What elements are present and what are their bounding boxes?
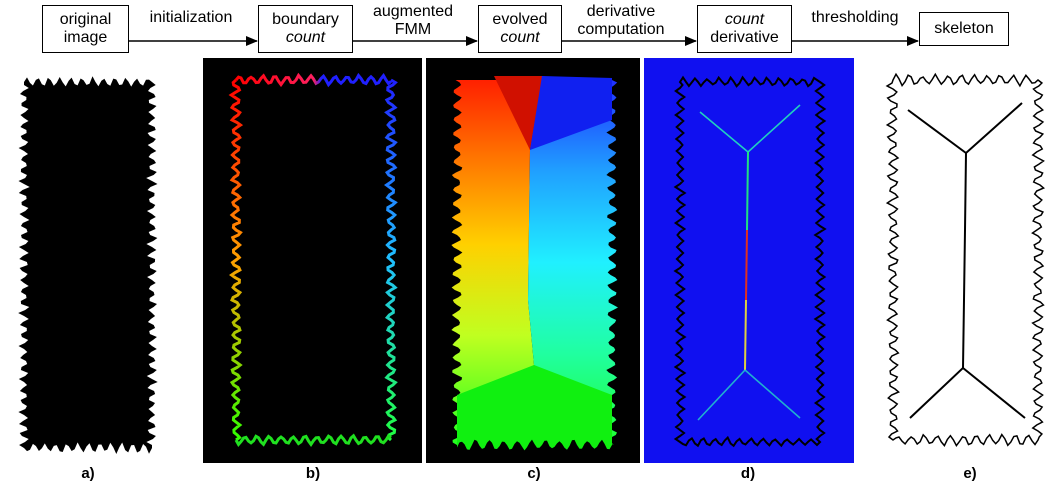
edge-label-thresholding: thresholding (811, 9, 899, 26)
panel-e-skeleton (885, 72, 1046, 447)
stage-label-line1: boundary (272, 11, 339, 28)
panel-a-original-shape (18, 76, 158, 454)
panel-label-e: e) (963, 465, 977, 482)
stage-skeleton: skeleton (919, 12, 1009, 46)
stage-boundary-count: boundary count (258, 5, 353, 53)
stage-evolved-count: evolved count (478, 5, 562, 53)
derivative-skeleton-spine-top (746, 151, 749, 231)
stage-original-image: original image (42, 5, 129, 53)
stage-label-line1: evolved (492, 11, 548, 28)
stage-label-line2: count (500, 29, 540, 46)
panel-d-count-derivative (673, 75, 827, 448)
stage-label-line2: derivative (710, 29, 779, 46)
stage-label-line1: original (59, 11, 112, 28)
stage-label-line2: count (285, 29, 326, 46)
edge-label-initialization: initialization (149, 9, 233, 26)
stage-label-line1: skeleton (934, 20, 994, 37)
panel-label-d: d) (740, 465, 756, 482)
panel-b-boundary-count (228, 72, 398, 448)
stage-label-line1: count (724, 11, 765, 28)
panel-label-c: c) (527, 465, 541, 482)
derivative-skeleton-spine-mid (745, 229, 748, 301)
panel-label-a: a) (81, 465, 95, 482)
edge-label-augmented-fmm: augmented FMM (372, 3, 454, 38)
skeleton-branches (907, 102, 1026, 419)
derivative-skeleton-upper-right (747, 104, 801, 153)
stage-count-derivative: count derivative (697, 5, 792, 53)
derivative-skeleton-spine-bottom (744, 299, 747, 371)
derivative-skeleton-lower-right (744, 369, 801, 419)
edge-label-derivative-computation: derivative computation (577, 3, 665, 38)
derivative-skeleton-lower-left (697, 369, 746, 421)
panel-label-b: b) (305, 465, 321, 482)
derivative-skeleton-upper-left (699, 111, 749, 153)
stage-label-line2: image (63, 29, 108, 46)
panel-c-evolved-count (451, 76, 618, 451)
